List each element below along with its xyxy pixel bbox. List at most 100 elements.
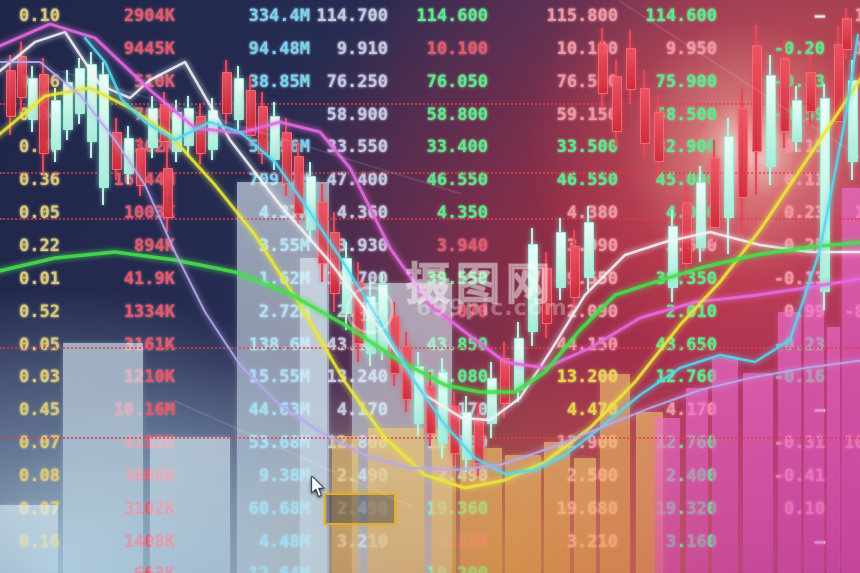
quote-cell: 3.930: [336, 235, 388, 256]
candle-body: [766, 75, 776, 167]
candle-body: [234, 78, 244, 120]
selected-cell-box: [324, 492, 396, 525]
watermark-logo-icon: 摄: [346, 286, 394, 334]
quote-row: 0.10 2904K 334.4M 114.700 114.600 115.800 114.…: [0, 4, 860, 30]
volume-bar: [368, 428, 424, 573]
ma-cyan: [83, 33, 860, 476]
candle-body: [654, 112, 664, 162]
volume-bar: [63, 343, 143, 573]
candle-body: [528, 244, 538, 332]
quote-cell: 0.08: [19, 465, 60, 486]
watermark: 摄 摄图网 699pic.com: [340, 248, 620, 338]
quote-cell: 0.11: [784, 170, 825, 191]
watermark-url-text: 699pic.com: [416, 296, 568, 321]
candle-body: [584, 222, 594, 278]
quote-cell: 46.550: [556, 170, 618, 191]
candle-body: [39, 74, 49, 154]
quote-cell: 0.22: [19, 235, 60, 256]
quote-cell: 33.550: [326, 137, 388, 158]
candle-body: [163, 168, 173, 218]
ma-lavender: [0, 61, 860, 471]
quote-cell: 11: [854, 6, 860, 26]
candle-body: [282, 132, 292, 184]
candle-body: [51, 100, 61, 150]
quote-cell: —: [814, 6, 825, 26]
watermark-brand-text: 摄图网: [405, 258, 556, 311]
quote-cell: 114.600: [416, 6, 488, 26]
candle-body: [87, 64, 97, 142]
volume-bar: [686, 388, 708, 573]
candle-body: [196, 116, 206, 154]
quote-cell: 0.03: [19, 367, 60, 388]
candle-body: [462, 412, 472, 460]
quote-cell: 33.500: [556, 137, 618, 158]
candle-body: [556, 232, 566, 288]
quote-cell: 19.200: [388, 562, 488, 573]
candle-body: [258, 106, 268, 154]
candle-body: [682, 202, 692, 264]
volume-bar: [655, 418, 680, 573]
watermark-logo-glyph: 摄: [360, 299, 380, 324]
candle-body: [696, 182, 706, 248]
quote-cell: 9445K: [123, 38, 175, 59]
candle-body: [780, 58, 790, 132]
quote-cell: 1334K: [123, 301, 175, 322]
mouse-cursor-icon: [311, 476, 325, 497]
quote-cell: 76.250: [326, 71, 388, 92]
candle-body: [752, 45, 762, 152]
quote-cell: 114.700: [316, 6, 388, 26]
candle-body: [63, 82, 73, 130]
candle-body: [306, 176, 316, 230]
quote-cell: 43.650: [655, 334, 717, 355]
ma-yellow: [0, 76, 860, 490]
candle-body: [668, 226, 678, 288]
quote-cell: 10.100: [426, 38, 488, 59]
quote-cell: 0.05: [19, 334, 60, 355]
candle-body: [612, 76, 622, 132]
quote-cell: 9.910: [336, 38, 388, 59]
candle-body: [738, 108, 748, 198]
quote-cell: 33.400: [426, 137, 488, 158]
quote-cell: 14: [854, 38, 860, 59]
quote-cell: 0.45: [19, 400, 60, 421]
quote-cell: 58.900: [326, 104, 388, 125]
quote-cell: 0.36: [19, 170, 60, 191]
candle-body: [402, 346, 412, 400]
candle-body: [500, 358, 510, 404]
quote-cell: 115.800: [546, 6, 618, 26]
candle-body: [542, 268, 552, 324]
volume-bar: [778, 312, 801, 573]
candle-body: [28, 78, 38, 120]
quote-cell: 58.500: [655, 104, 717, 125]
quote-cell: 2904K: [123, 6, 175, 26]
candle-body: [640, 88, 650, 144]
volume-bar: [804, 285, 824, 573]
quote-cell: 75.900: [655, 71, 717, 92]
candle-body: [724, 136, 734, 218]
quote-cell: 9.950: [665, 38, 717, 59]
candle-body: [598, 44, 608, 94]
quote-cell: 114.600: [645, 6, 717, 26]
quote-cell: 41.9K: [123, 268, 175, 289]
candle-body: [222, 72, 232, 114]
quote-cell: 58.800: [426, 104, 488, 125]
volume-bar: [505, 455, 541, 573]
quote-cell: 0.10: [19, 6, 60, 26]
volume-bar: [842, 188, 860, 573]
ma-green: [0, 240, 860, 394]
quote-cell: 32.900: [655, 137, 717, 158]
dotted-price-level: [0, 172, 860, 174]
dotted-price-level: [0, 347, 860, 349]
candle-body: [626, 48, 636, 90]
candle-body: [710, 158, 720, 228]
candle-body: [294, 156, 304, 214]
candle-body: [270, 116, 280, 160]
candle-body: [136, 148, 146, 186]
quote-cell: 12.760: [655, 367, 717, 388]
volume-bar: [743, 373, 773, 573]
quote-cell: 894K: [134, 235, 175, 256]
dotted-price-level: [0, 103, 860, 105]
